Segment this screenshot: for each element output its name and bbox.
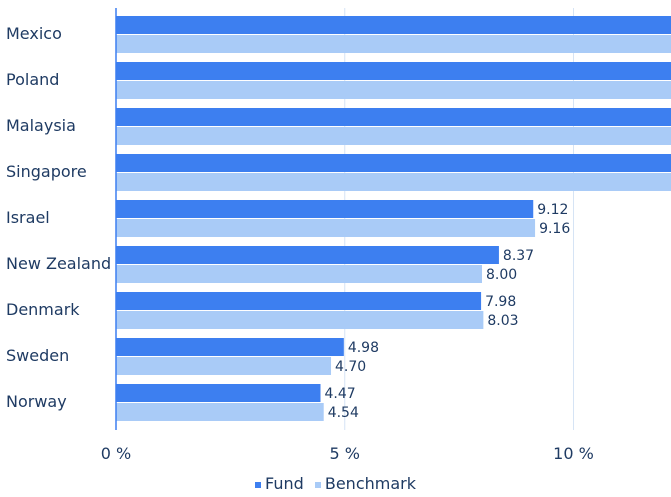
bar-benchmark-israel bbox=[116, 219, 536, 237]
value-label-benchmark-sweden: 4.70 bbox=[335, 359, 366, 375]
bar-fund-poland bbox=[116, 62, 671, 80]
value-label-fund-sweden: 4.98 bbox=[348, 340, 379, 356]
bar-benchmark-singapore bbox=[116, 173, 671, 191]
bar-benchmark-sweden bbox=[116, 357, 332, 375]
bar-benchmark-new-zealand bbox=[116, 265, 482, 283]
x-tick-label-5: 5 % bbox=[330, 444, 360, 463]
bar-fund-denmark bbox=[116, 292, 482, 310]
bar-benchmark-malaysia bbox=[116, 127, 671, 145]
legend-label-benchmark: Benchmark bbox=[324, 474, 416, 493]
legend-swatch-benchmark bbox=[314, 481, 321, 488]
value-label-benchmark-denmark: 8.03 bbox=[487, 313, 518, 329]
value-labels: 22.2522.2815.3115.7515.1015.0912.4212.45… bbox=[325, 202, 571, 421]
category-label-denmark: Denmark bbox=[6, 300, 80, 319]
x-tick-labels: 0 %5 %10 %15 %20 % bbox=[101, 444, 594, 463]
value-label-fund-israel: 9.12 bbox=[537, 202, 568, 218]
legend-label-fund: Fund bbox=[265, 474, 304, 493]
bar-fund-norway bbox=[116, 384, 321, 402]
value-label-benchmark-norway: 4.54 bbox=[328, 405, 359, 421]
category-label-malaysia: Malaysia bbox=[6, 116, 76, 135]
bar-benchmark-norway bbox=[116, 403, 324, 421]
x-tick-label-0: 0 % bbox=[101, 444, 131, 463]
value-label-fund-denmark: 7.98 bbox=[485, 294, 516, 310]
value-label-benchmark-israel: 9.16 bbox=[539, 221, 570, 237]
legend-item-fund: Fund bbox=[255, 474, 304, 493]
bar-fund-israel bbox=[116, 200, 534, 218]
value-label-fund-new-zealand: 8.37 bbox=[503, 248, 534, 264]
bar-benchmark-denmark bbox=[116, 311, 484, 329]
category-label-norway: Norway bbox=[6, 392, 67, 411]
bar-fund-mexico bbox=[116, 16, 671, 34]
legend-swatch-fund bbox=[255, 481, 261, 488]
category-label-singapore: Singapore bbox=[6, 162, 87, 181]
x-tick-label-10: 10 % bbox=[553, 444, 594, 463]
legend-item-benchmark: Benchmark bbox=[314, 474, 416, 493]
bar-fund-new-zealand bbox=[116, 246, 499, 264]
bar-fund-sweden bbox=[116, 338, 344, 356]
bars bbox=[116, 16, 671, 421]
category-labels: Mexico Poland Malaysia Singapore Israel New Z… bbox=[6, 24, 111, 411]
category-label-mexico: Mexico bbox=[6, 24, 62, 43]
bar-fund-singapore bbox=[116, 154, 671, 172]
bar-benchmark-mexico bbox=[116, 35, 671, 53]
legend: Fund Benchmark bbox=[0, 474, 671, 493]
category-label-sweden: Sweden bbox=[6, 346, 69, 365]
bar-benchmark-poland bbox=[116, 81, 671, 99]
category-label-new-zealand: New Zealand bbox=[6, 254, 111, 273]
value-label-fund-norway: 4.47 bbox=[325, 386, 356, 402]
value-label-benchmark-new-zealand: 8.00 bbox=[486, 267, 517, 283]
category-label-israel: Israel bbox=[6, 208, 50, 227]
bar-fund-malaysia bbox=[116, 108, 671, 126]
category-label-poland: Poland bbox=[6, 70, 59, 89]
